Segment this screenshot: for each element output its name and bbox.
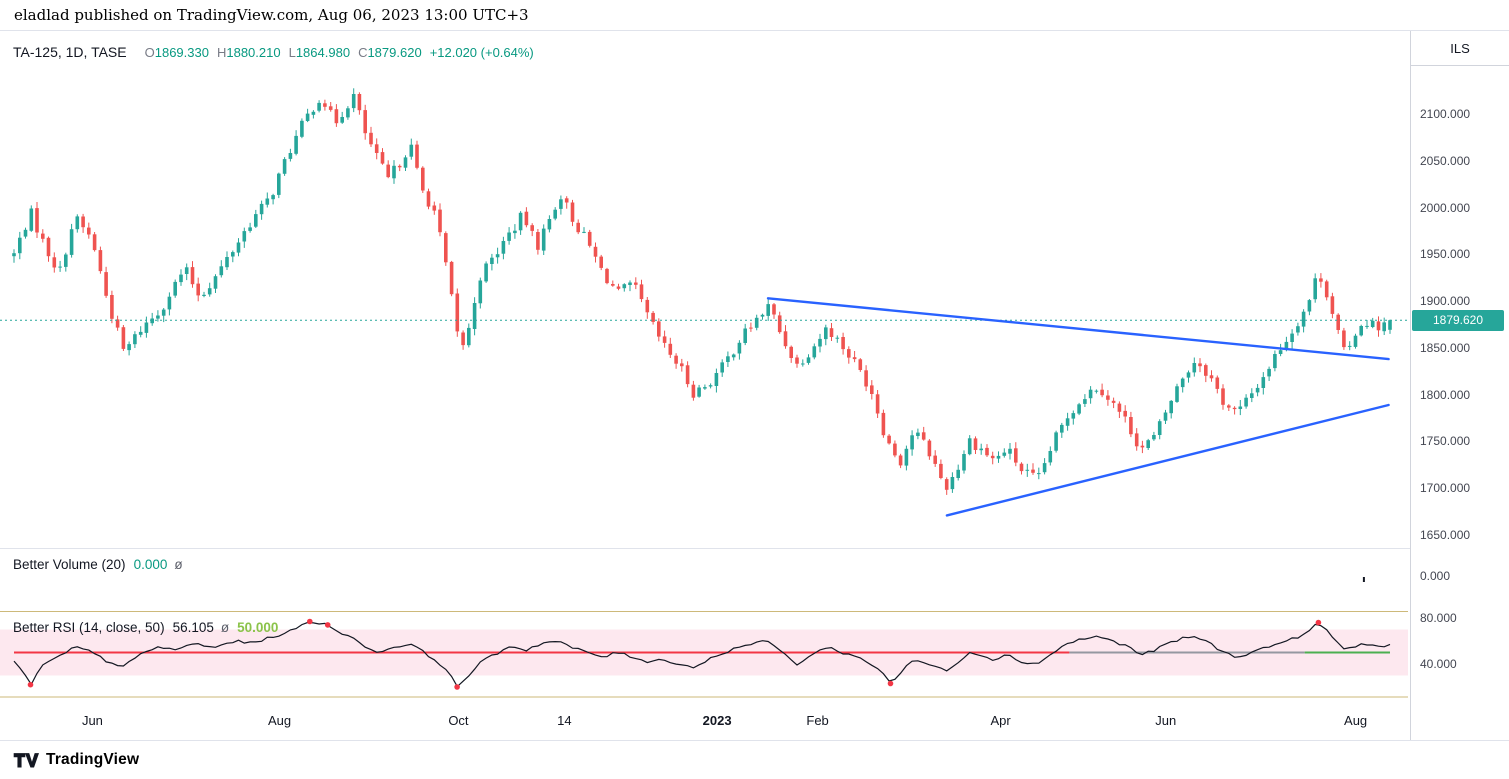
symbol-title[interactable]: TA-125, 1D, TASE xyxy=(13,44,127,60)
currency-label: ILS xyxy=(1450,40,1470,56)
volume-indicator-title[interactable]: Better Volume (20) xyxy=(13,557,126,572)
price-axis-label: 2050.000 xyxy=(1420,153,1471,168)
volume-axis-label: 0.000 xyxy=(1420,569,1451,583)
tradingview-logo-icon[interactable] xyxy=(13,751,39,769)
ohlc-letter: C xyxy=(358,45,368,60)
price-axis-label: 1750.000 xyxy=(1420,434,1471,449)
footer-bar: TradingView xyxy=(0,740,1509,779)
time-axis-label[interactable]: Jun xyxy=(81,713,103,728)
time-axis-label[interactable]: 14 xyxy=(557,713,572,728)
price-axis-label: 1950.000 xyxy=(1420,247,1471,262)
rsi-axis-label: 40.000 xyxy=(1420,657,1457,671)
ohlc-letter: O xyxy=(144,45,155,60)
last-price-badge: 1879.620 xyxy=(1412,309,1504,331)
time-axis-label[interactable]: Apr xyxy=(990,713,1011,728)
ohlc-letter: L xyxy=(288,45,296,60)
ohlc-values: O1869.330 H1880.210 L1864.980 C1879.620 xyxy=(137,44,422,60)
time-axis-label[interactable]: Oct xyxy=(448,713,469,728)
volume-value: 0.000 xyxy=(133,557,168,572)
rsi-level-value: 50.000 xyxy=(237,620,279,635)
rsi-value: 56.105 xyxy=(172,620,214,635)
chart-area: TA-125, 1D, TASE O1869.330 H1880.210 L1864.… xyxy=(0,30,1509,741)
time-axis-label[interactable]: Jun xyxy=(1155,713,1177,728)
time-axis-label[interactable]: 2023 xyxy=(702,713,732,728)
price-axis-label: 1700.000 xyxy=(1420,481,1471,496)
publish-header-text: eladlad published on TradingView.com, Au… xyxy=(14,6,529,24)
rsi-indicator-legend: Better RSI (14, close, 50) 56.105 ø 50.000 xyxy=(13,620,278,635)
publish-header: eladlad published on TradingView.com, Au… xyxy=(0,0,1509,30)
volume-indicator-legend: Better Volume (20) 0.000 ø xyxy=(13,557,183,572)
time-axis-label[interactable]: Aug xyxy=(1344,713,1368,728)
change-value: +12.020 (+0.64%) xyxy=(429,45,534,60)
main-chart-canvas[interactable] xyxy=(0,31,1410,741)
rsi-indicator-title[interactable]: Better RSI (14, close, 50) xyxy=(13,620,165,635)
price-axis-label: 2100.000 xyxy=(1420,107,1471,121)
time-axis[interactable]: Jun Aug Oct 14 2023 Feb Apr Jun Aug xyxy=(0,699,1410,741)
time-axis-label[interactable]: Feb xyxy=(806,713,829,728)
price-axis-label: 1900.000 xyxy=(1420,294,1471,309)
price-axis-label: 1850.000 xyxy=(1420,340,1471,355)
tradingview-brand-text[interactable]: TradingView xyxy=(46,751,140,768)
ohlc-letter: H xyxy=(216,45,227,60)
price-axis[interactable]: ILS 1879.620 2100.000 2050.000 2000.000 195… xyxy=(1410,31,1509,741)
ohlc-value: 1869.330 xyxy=(154,45,209,60)
ohlc-value: 1864.980 xyxy=(295,45,351,60)
ohlc-value: 1879.620 xyxy=(367,45,422,60)
volume-avg-symbol: ø xyxy=(174,557,183,572)
price-axis-label: 1650.000 xyxy=(1420,528,1471,542)
currency-toggle[interactable]: ILS xyxy=(1411,31,1509,66)
time-axis-label[interactable]: Aug xyxy=(267,713,292,728)
rsi-avg-symbol: ø xyxy=(220,620,230,635)
ohlc-value: 1880.210 xyxy=(226,45,281,60)
price-axis-label: 1800.000 xyxy=(1420,387,1471,402)
last-price-value: 1879.620 xyxy=(1432,313,1484,328)
rsi-axis-label: 80.000 xyxy=(1420,611,1457,625)
price-axis-label: 2000.000 xyxy=(1420,200,1471,215)
symbol-legend: TA-125, 1D, TASE O1869.330 H1880.210 L1864.… xyxy=(13,44,534,60)
